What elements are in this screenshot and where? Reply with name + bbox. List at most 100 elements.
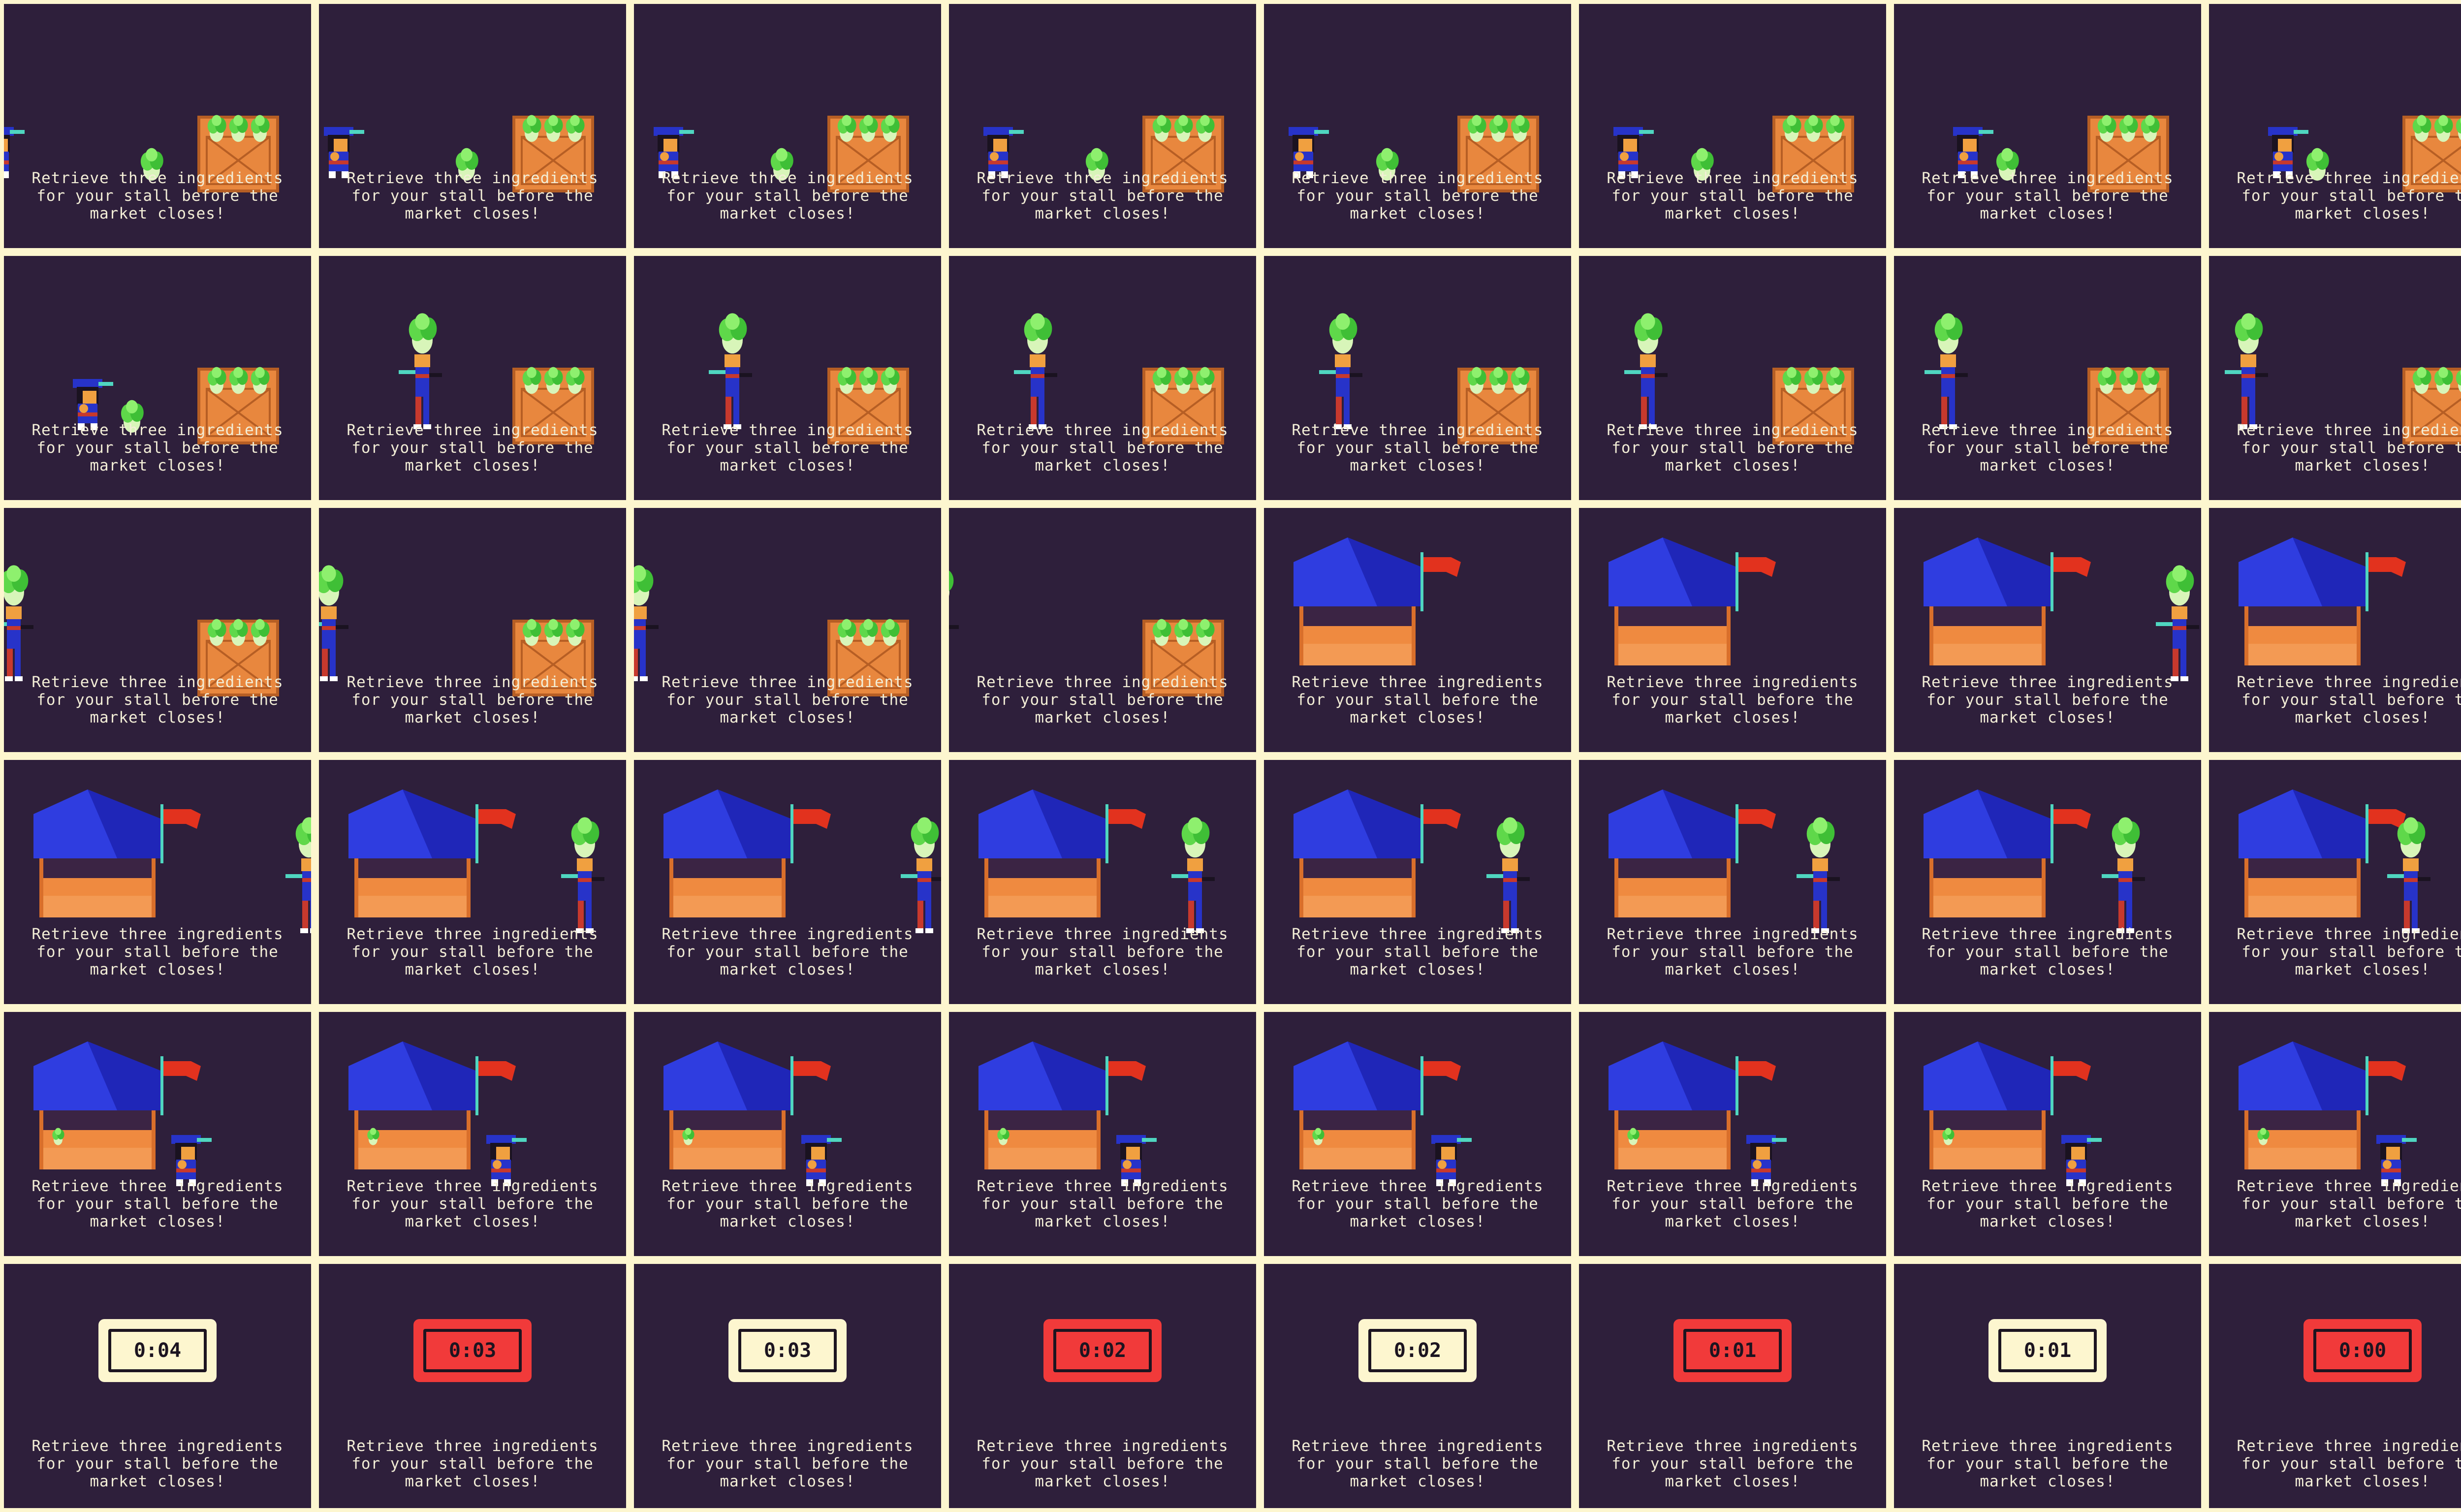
- animation-frame: Retrieve three ingredients for your stal…: [634, 4, 941, 248]
- animation-frame: Retrieve three ingredients for your stal…: [949, 4, 1256, 248]
- cabbage-icon: [1174, 367, 1193, 394]
- player-character-icon: [1431, 1135, 1472, 1186]
- mission-caption: Retrieve three ingredients for your stal…: [662, 1177, 914, 1230]
- held-cabbage-icon: [1496, 817, 1525, 858]
- timer-value: 0:00: [2313, 1329, 2412, 1372]
- crate-icon: [197, 367, 279, 444]
- cabbage-icon: [522, 115, 541, 142]
- mission-caption: Retrieve three ingredients for your stal…: [662, 421, 914, 474]
- cabbage-icon: [2456, 117, 2461, 140]
- animation-frame: Retrieve three ingredients for your stal…: [1894, 256, 2201, 500]
- animation-frame: 0:02 Retrieve three ingredients for your …: [949, 1264, 1256, 1508]
- player-character-icon: [1014, 313, 1057, 429]
- cabbage-icon: [2141, 115, 2160, 142]
- animation-frame: Retrieve three ingredients for your stal…: [4, 760, 311, 1004]
- mission-caption: Retrieve three ingredients for your stal…: [1292, 673, 1544, 726]
- player-character-icon: [1797, 817, 1840, 933]
- player-character-icon: [399, 313, 442, 429]
- crate-icon: [2087, 115, 2169, 192]
- animation-frame: Retrieve three ingredients for your stal…: [1894, 1012, 2201, 1256]
- player-character-icon: [561, 817, 604, 933]
- mission-caption: Retrieve three ingredients for your stal…: [662, 169, 914, 222]
- player-character-icon: [2268, 127, 2308, 178]
- animation-frame: Retrieve three ingredients for your stal…: [1264, 4, 1571, 248]
- market-stall-icon: [348, 1041, 516, 1169]
- animation-frame: Retrieve three ingredients for your stal…: [949, 1012, 1256, 1256]
- cabbage-icon: [566, 619, 585, 646]
- game-scene: [2239, 537, 2406, 665]
- player-character-icon: [634, 565, 659, 681]
- player-character-icon: [801, 1135, 842, 1186]
- crate-icon: [1457, 367, 1539, 444]
- ingredient-in-stall-icon: [1627, 1128, 1640, 1145]
- market-stall-icon: [1609, 537, 1776, 665]
- timer-value: 0:01: [1998, 1329, 2097, 1372]
- loose-cabbage-icon: [455, 148, 478, 181]
- mission-caption: Retrieve three ingredients for your stal…: [347, 925, 599, 978]
- animation-frame: Retrieve three ingredients for your stal…: [319, 1012, 626, 1256]
- cabbage-icon: [207, 619, 226, 646]
- market-stall-icon: [978, 789, 1146, 917]
- held-cabbage-icon: [319, 565, 344, 606]
- loose-cabbage-icon: [1996, 148, 2019, 181]
- player-character-icon: [2387, 817, 2430, 933]
- held-cabbage-icon: [1806, 817, 1835, 858]
- animation-frame: Retrieve three ingredients for your stal…: [319, 760, 626, 1004]
- cabbage-icon: [1511, 367, 1530, 394]
- animation-frame: 0:03 Retrieve three ingredients for your …: [634, 1264, 941, 1508]
- animation-frame: Retrieve three ingredients for your stal…: [2209, 4, 2461, 248]
- mission-caption: Retrieve three ingredients for your stal…: [662, 925, 914, 978]
- player-character-icon: [1624, 313, 1668, 429]
- market-stall-icon: [1294, 789, 1461, 917]
- game-scene: [2268, 115, 2461, 192]
- ingredient-in-stall-icon: [682, 1128, 694, 1145]
- player-character-icon: [1171, 817, 1215, 933]
- held-cabbage-icon: [571, 817, 599, 858]
- game-scene: [399, 313, 594, 444]
- cabbage-icon: [859, 367, 878, 394]
- held-cabbage-icon: [719, 313, 747, 354]
- cabbage-icon: [859, 619, 878, 646]
- cabbage-icon: [1196, 367, 1215, 394]
- loose-cabbage-icon: [2306, 148, 2329, 181]
- player-character-icon: [1953, 127, 1993, 178]
- cabbage-icon: [1489, 367, 1508, 394]
- held-cabbage-icon: [2166, 565, 2194, 606]
- cabbage-icon: [1152, 619, 1171, 646]
- ingredient-in-stall-icon: [1312, 1128, 1325, 1145]
- held-cabbage-icon: [2112, 817, 2140, 858]
- crate-icon: [1142, 367, 1224, 444]
- mission-caption: Retrieve three ingredients for your stal…: [2237, 1437, 2461, 1490]
- game-scene: [709, 313, 909, 444]
- animation-frame: Retrieve three ingredients for your stal…: [1264, 760, 1571, 1004]
- animation-frame: Retrieve three ingredients for your stal…: [1264, 256, 1571, 500]
- animation-frame: Retrieve three ingredients for your stal…: [1264, 1012, 1571, 1256]
- game-scene: [983, 115, 1224, 192]
- ingredient-in-stall-icon: [52, 1128, 64, 1145]
- animation-frame: Retrieve three ingredients for your stal…: [319, 4, 626, 248]
- timer-value: 0:02: [1053, 1329, 1152, 1372]
- held-cabbage-icon: [1329, 313, 1357, 354]
- cabbage-icon: [544, 619, 563, 646]
- mission-caption: Retrieve three ingredients for your stal…: [1292, 1177, 1544, 1230]
- player-character-icon: [324, 127, 364, 178]
- animation-frame: Retrieve three ingredients for your stal…: [319, 508, 626, 752]
- held-cabbage-icon: [2235, 313, 2263, 354]
- mission-caption: Retrieve three ingredients for your stal…: [1922, 673, 2174, 726]
- game-scene: [2239, 789, 2430, 933]
- player-character-icon: [1746, 1135, 1787, 1186]
- loose-cabbage-icon: [1376, 148, 1399, 181]
- animation-frame: Retrieve three ingredients for your stal…: [2209, 256, 2461, 500]
- countdown-timer: 0:03: [413, 1319, 532, 1382]
- ingredient-in-stall-icon: [367, 1128, 379, 1145]
- market-stall-icon: [1294, 537, 1461, 665]
- mission-caption: Retrieve three ingredients for your stal…: [1607, 1437, 1859, 1490]
- loose-cabbage-icon: [121, 400, 144, 433]
- game-scene: [324, 115, 594, 192]
- game-scene: [1613, 115, 1854, 192]
- crate-icon: [1142, 619, 1224, 696]
- player-character-icon: [73, 379, 113, 430]
- animation-frame: Retrieve three ingredients for your stal…: [1579, 760, 1886, 1004]
- cabbage-icon: [2097, 115, 2116, 142]
- market-stall-icon: [1924, 789, 2091, 917]
